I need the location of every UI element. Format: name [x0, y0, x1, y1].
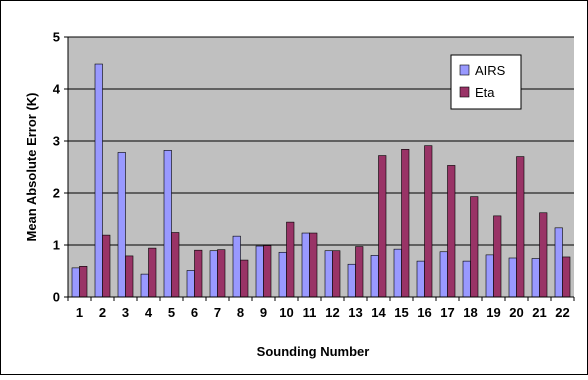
y-axis-title: Mean Absolute Error (K): [24, 92, 39, 241]
bar-airs-9: [255, 245, 264, 298]
bar-eta-11: [309, 232, 318, 298]
x-tick-label: 18: [463, 305, 477, 320]
x-tick-label: 1: [76, 305, 83, 320]
bar-airs-13: [347, 263, 356, 298]
legend-swatch-eta: [459, 86, 470, 98]
x-tick-label: 7: [214, 305, 221, 320]
bar-eta-12: [332, 250, 341, 298]
bar-airs-8: [232, 235, 241, 298]
bar-eta-10: [286, 221, 295, 298]
bar-eta-21: [539, 212, 548, 298]
x-tick-label: 5: [168, 305, 175, 320]
bar-eta-15: [401, 149, 410, 298]
bar-airs-5: [163, 150, 172, 298]
bar-airs-18: [462, 260, 471, 298]
x-tick-label: 4: [145, 305, 153, 320]
bar-eta-7: [217, 249, 226, 298]
legend-swatch-airs: [459, 64, 470, 76]
bar-eta-1: [79, 266, 88, 298]
x-tick-label: 16: [417, 305, 431, 320]
bar-eta-6: [194, 249, 203, 298]
bar-airs-22: [554, 227, 563, 298]
bar-airs-20: [508, 257, 517, 298]
x-tick-label: 11: [303, 305, 317, 320]
y-tick-label: 0: [53, 290, 60, 305]
bar-eta-2: [102, 234, 111, 298]
bar-airs-17: [439, 251, 448, 298]
bar-eta-20: [516, 156, 525, 298]
bars: [71, 63, 571, 298]
x-tick-label: 22: [555, 305, 569, 320]
y-tick-label: 4: [53, 82, 61, 97]
bar-eta-17: [447, 165, 456, 298]
y-tick-label: 5: [53, 30, 60, 45]
legend-label-airs: AIRS: [475, 63, 506, 78]
x-tick-label: 17: [440, 305, 454, 320]
x-tick-label: 13: [348, 305, 362, 320]
bar-airs-4: [140, 273, 149, 298]
bar-airs-2: [94, 63, 103, 298]
x-tick-label: 9: [260, 305, 267, 320]
x-tick-label: 10: [279, 305, 293, 320]
bar-airs-1: [71, 267, 80, 298]
x-tick-label: 19: [486, 305, 500, 320]
bar-airs-15: [393, 248, 402, 298]
legend: AIRS Eta: [450, 54, 522, 110]
bar-airs-21: [531, 258, 540, 298]
bar-eta-19: [493, 215, 502, 298]
bar-airs-10: [278, 251, 287, 298]
bar-airs-16: [416, 260, 425, 298]
bar-airs-11: [301, 232, 310, 298]
bar-airs-19: [485, 254, 494, 298]
x-tick-label: 2: [99, 305, 106, 320]
x-tick-label: 8: [237, 305, 244, 320]
x-tick-label: 12: [325, 305, 339, 320]
bar-airs-7: [209, 250, 218, 298]
bar-eta-8: [240, 259, 249, 298]
bar-eta-16: [424, 145, 433, 298]
bar-eta-4: [148, 247, 157, 298]
y-tick-label: 2: [53, 186, 60, 201]
bar-eta-9: [263, 245, 272, 298]
x-tick-label: 20: [509, 305, 523, 320]
x-tick-label: 6: [191, 305, 198, 320]
x-tick-label: 14: [371, 305, 386, 320]
bar-eta-18: [470, 196, 479, 298]
x-tick-label: 15: [394, 305, 408, 320]
bar-eta-14: [378, 155, 387, 298]
x-axis-title: Sounding Number: [257, 344, 370, 359]
bar-eta-3: [125, 255, 134, 298]
legend-box: [450, 54, 522, 110]
bar-eta-22: [562, 256, 571, 298]
bar-airs-6: [186, 270, 195, 298]
legend-label-eta: Eta: [475, 85, 495, 100]
bar-airs-12: [324, 250, 333, 298]
x-tick-label: 3: [122, 305, 129, 320]
x-tick-label: 21: [532, 305, 546, 320]
bar-eta-5: [171, 232, 180, 298]
bar-airs-14: [370, 255, 379, 298]
y-tick-label: 3: [53, 134, 60, 149]
y-tick-label: 1: [53, 238, 60, 253]
bar-eta-13: [355, 246, 364, 298]
bar-airs-3: [117, 152, 126, 298]
